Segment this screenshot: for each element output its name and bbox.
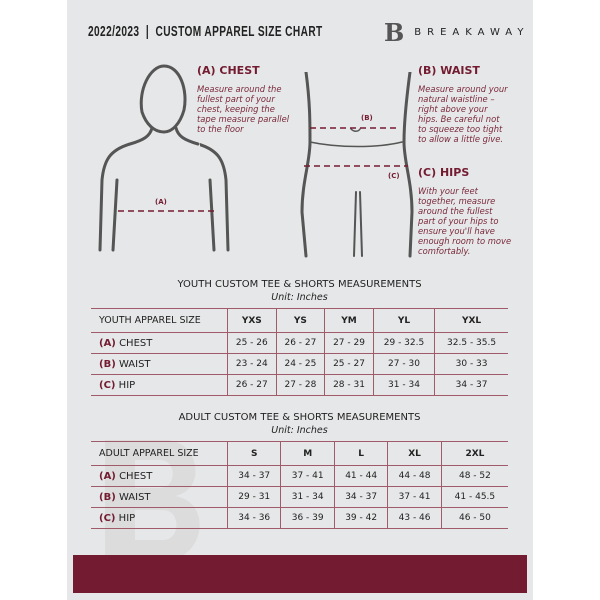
hips-heading: (C) HIPS bbox=[418, 166, 470, 179]
upper-body-figure bbox=[98, 64, 200, 252]
measurement-cell: 25 - 27 bbox=[324, 353, 374, 375]
row-letter: (B) bbox=[99, 491, 116, 503]
row-name: HIP bbox=[118, 512, 136, 524]
table-row: (B) WAIST 29 - 31 31 - 34 34 - 37 37 - 41 41 … bbox=[91, 486, 508, 508]
size-header: M bbox=[280, 441, 335, 466]
size-header: YS bbox=[275, 308, 325, 333]
measurement-cell: 25 - 26 bbox=[227, 332, 277, 354]
row-name: WAIST bbox=[118, 358, 151, 370]
hips-line-label: (C) bbox=[388, 172, 400, 180]
row-letter: (A) bbox=[99, 337, 116, 349]
row-label: (A) CHEST bbox=[91, 332, 228, 354]
youth-table-unit: Unit: Inches bbox=[271, 292, 328, 303]
measurement-cell: 31 - 34 bbox=[372, 374, 435, 396]
row-name: CHEST bbox=[119, 470, 153, 482]
measurement-cell: 39 - 42 bbox=[333, 507, 388, 529]
measurement-cell: 34 - 36 bbox=[226, 507, 281, 529]
measurement-cell: 48 - 52 bbox=[440, 465, 508, 487]
measurement-cell: 36 - 39 bbox=[280, 507, 335, 529]
measurement-cell: 27 - 30 bbox=[372, 353, 435, 375]
size-header: S bbox=[226, 441, 281, 466]
size-header: YL bbox=[372, 308, 435, 333]
measurement-cell: 27 - 29 bbox=[324, 332, 374, 354]
chest-heading: (A) CHEST bbox=[197, 64, 260, 77]
table-header-row: YOUTH APPAREL SIZE YXS YS YM YL YXL bbox=[91, 308, 508, 333]
chest-description: Measure around the fullest part of your … bbox=[197, 84, 290, 134]
lower-body-figure bbox=[300, 72, 414, 258]
measurement-cell: 27 - 28 bbox=[275, 374, 325, 396]
table-header-row: ADULT APPAREL SIZE S M L XL 2XL bbox=[91, 441, 508, 466]
table-row: (A) CHEST 25 - 26 26 - 27 27 - 29 29 - 32.5 3… bbox=[91, 332, 508, 354]
measurement-cell: 29 - 31 bbox=[226, 486, 281, 508]
youth-table-title: YOUTH CUSTOM TEE & SHORTS MEASUREMENTS bbox=[177, 279, 422, 290]
measurement-cell: 24 - 25 bbox=[275, 353, 325, 375]
row-letter: (A) bbox=[99, 470, 116, 482]
measurement-cell: 31 - 34 bbox=[280, 486, 335, 508]
table-row: (C) HIP 26 - 27 27 - 28 28 - 31 31 - 34 34 - … bbox=[91, 374, 508, 396]
measurement-cell: 37 - 41 bbox=[280, 465, 335, 487]
measurement-cell: 46 - 50 bbox=[440, 507, 508, 529]
size-header: YXL bbox=[434, 308, 508, 333]
measurement-cell: 28 - 31 bbox=[324, 374, 374, 396]
brand-logo: B BREAKAWAY bbox=[384, 18, 529, 47]
row-name: HIP bbox=[118, 379, 136, 391]
measurement-cell: 34 - 37 bbox=[333, 486, 388, 508]
row-letter: (C) bbox=[99, 379, 116, 391]
logo-mark: B bbox=[384, 18, 405, 47]
measurement-cell: 23 - 24 bbox=[227, 353, 277, 375]
row-label: (C) HIP bbox=[91, 507, 228, 529]
waist-line-label: (B) bbox=[361, 114, 373, 122]
size-label-header: ADULT APPAREL SIZE bbox=[91, 441, 228, 466]
row-label: (B) WAIST bbox=[91, 353, 228, 375]
table-row: (C) HIP 34 - 36 36 - 39 39 - 42 43 - 46 46 - … bbox=[91, 507, 508, 529]
row-letter: (B) bbox=[99, 358, 116, 370]
measurement-cell: 41 - 44 bbox=[333, 465, 388, 487]
waist-description: Measure around your natural waistline – … bbox=[418, 84, 508, 144]
measurement-cell: 26 - 27 bbox=[227, 374, 277, 396]
adult-size-table: ADULT APPAREL SIZE S M L XL 2XL (A) CHEST 34 - … bbox=[91, 441, 508, 529]
measurement-cell: 43 - 46 bbox=[387, 507, 442, 529]
youth-size-table: YOUTH APPAREL SIZE YXS YS YM YL YXL (A) CHEST 2… bbox=[91, 308, 508, 396]
size-header: YM bbox=[324, 308, 374, 333]
measurement-cell: 32.5 - 35.5 bbox=[434, 332, 508, 354]
page-title: 2022/2023 | CUSTOM APPAREL SIZE CHART bbox=[88, 22, 323, 40]
measurement-cell: 30 - 33 bbox=[434, 353, 508, 375]
table-row: (A) CHEST 34 - 37 37 - 41 41 - 44 44 - 48 48 … bbox=[91, 465, 508, 487]
size-header: 2XL bbox=[440, 441, 508, 466]
measurement-cell: 37 - 41 bbox=[387, 486, 442, 508]
size-header: YXS bbox=[227, 308, 277, 333]
chest-line-label: (A) bbox=[155, 198, 167, 206]
size-label-header: YOUTH APPAREL SIZE bbox=[91, 308, 228, 333]
adult-table-title: ADULT CUSTOM TEE & SHORTS MEASUREMENTS bbox=[178, 412, 421, 423]
measurement-cell: 29 - 32.5 bbox=[372, 332, 435, 354]
table-row: (B) WAIST 23 - 24 24 - 25 25 - 27 27 - 30 30 … bbox=[91, 353, 508, 375]
measurement-cell: 41 - 45.5 bbox=[440, 486, 508, 508]
footer-bar bbox=[73, 555, 527, 593]
row-name: CHEST bbox=[119, 337, 153, 349]
chest-measure-line bbox=[118, 210, 214, 212]
measurement-cell: 34 - 37 bbox=[434, 374, 508, 396]
logo-text: BREAKAWAY bbox=[414, 27, 530, 38]
size-header: XL bbox=[387, 441, 442, 466]
waist-measure-line bbox=[310, 127, 398, 129]
row-name: WAIST bbox=[118, 491, 151, 503]
hips-description: With your feet together, measure around … bbox=[418, 186, 512, 256]
row-letter: (C) bbox=[99, 512, 116, 524]
measurement-cell: 44 - 48 bbox=[387, 465, 442, 487]
measurement-cell: 26 - 27 bbox=[275, 332, 325, 354]
measurement-cell: 34 - 37 bbox=[226, 465, 281, 487]
row-label: (B) WAIST bbox=[91, 486, 228, 508]
waist-heading: (B) WAIST bbox=[418, 64, 480, 77]
upper-body-figure-right bbox=[200, 143, 230, 252]
adult-table-unit: Unit: Inches bbox=[271, 425, 328, 436]
row-label: (C) HIP bbox=[91, 374, 228, 396]
size-header: L bbox=[333, 441, 388, 466]
hips-measure-line bbox=[304, 165, 408, 167]
row-label: (A) CHEST bbox=[91, 465, 228, 487]
